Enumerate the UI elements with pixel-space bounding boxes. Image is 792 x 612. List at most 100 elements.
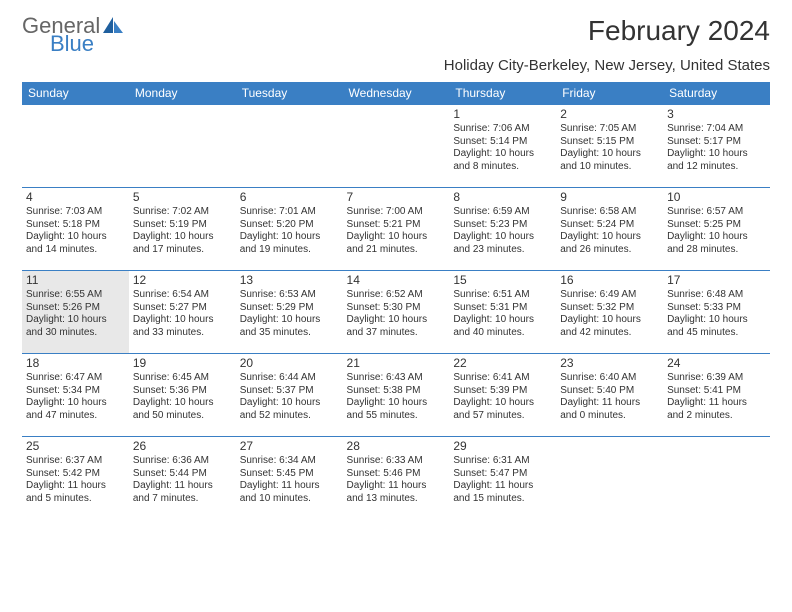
sunset-line: Sunset: 5:44 PM: [133, 468, 232, 481]
daylight-line: Daylight: 10 hours and 10 minutes.: [560, 148, 659, 173]
sunset-line: Sunset: 5:27 PM: [133, 302, 232, 315]
daylight-line: Daylight: 10 hours and 26 minutes.: [560, 231, 659, 256]
day-number: 29: [453, 439, 552, 454]
sunset-line: Sunset: 5:34 PM: [26, 385, 125, 398]
sunset-line: Sunset: 5:17 PM: [667, 136, 766, 149]
calendar-body: 1Sunrise: 7:06 AMSunset: 5:14 PMDaylight…: [22, 105, 770, 520]
sunrise-line: Sunrise: 6:49 AM: [560, 289, 659, 302]
calendar-day-cell: 1Sunrise: 7:06 AMSunset: 5:14 PMDaylight…: [449, 105, 556, 188]
day-header: Saturday: [663, 82, 770, 105]
daylight-line: Daylight: 10 hours and 42 minutes.: [560, 314, 659, 339]
calendar-week-row: 4Sunrise: 7:03 AMSunset: 5:18 PMDaylight…: [22, 188, 770, 271]
calendar-day-cell: 11Sunrise: 6:55 AMSunset: 5:26 PMDayligh…: [22, 271, 129, 354]
calendar-week-row: 25Sunrise: 6:37 AMSunset: 5:42 PMDayligh…: [22, 437, 770, 520]
sunset-line: Sunset: 5:42 PM: [26, 468, 125, 481]
calendar-day-cell: 9Sunrise: 6:58 AMSunset: 5:24 PMDaylight…: [556, 188, 663, 271]
sunrise-line: Sunrise: 7:02 AM: [133, 206, 232, 219]
sunrise-line: Sunrise: 6:44 AM: [240, 372, 339, 385]
calendar-day-cell: 4Sunrise: 7:03 AMSunset: 5:18 PMDaylight…: [22, 188, 129, 271]
sunrise-line: Sunrise: 6:54 AM: [133, 289, 232, 302]
daylight-line: Daylight: 11 hours and 10 minutes.: [240, 480, 339, 505]
sunrise-line: Sunrise: 6:43 AM: [347, 372, 446, 385]
calendar-day-cell: 6Sunrise: 7:01 AMSunset: 5:20 PMDaylight…: [236, 188, 343, 271]
calendar-day-cell: 20Sunrise: 6:44 AMSunset: 5:37 PMDayligh…: [236, 354, 343, 437]
day-number: 11: [26, 273, 125, 288]
day-header-row: SundayMondayTuesdayWednesdayThursdayFrid…: [22, 82, 770, 105]
calendar-day-cell: 8Sunrise: 6:59 AMSunset: 5:23 PMDaylight…: [449, 188, 556, 271]
calendar-day-cell: 29Sunrise: 6:31 AMSunset: 5:47 PMDayligh…: [449, 437, 556, 520]
sunset-line: Sunset: 5:18 PM: [26, 219, 125, 232]
sunrise-line: Sunrise: 6:33 AM: [347, 455, 446, 468]
day-number: 19: [133, 356, 232, 371]
calendar-day-cell: 7Sunrise: 7:00 AMSunset: 5:21 PMDaylight…: [343, 188, 450, 271]
sunrise-line: Sunrise: 7:04 AM: [667, 123, 766, 136]
day-number: 8: [453, 190, 552, 205]
day-number: 13: [240, 273, 339, 288]
sunrise-line: Sunrise: 6:37 AM: [26, 455, 125, 468]
day-number: 16: [560, 273, 659, 288]
calendar-day-cell: 2Sunrise: 7:05 AMSunset: 5:15 PMDaylight…: [556, 105, 663, 188]
sunset-line: Sunset: 5:40 PM: [560, 385, 659, 398]
sunset-line: Sunset: 5:45 PM: [240, 468, 339, 481]
daylight-line: Daylight: 11 hours and 2 minutes.: [667, 397, 766, 422]
calendar-day-cell: [22, 105, 129, 188]
sunset-line: Sunset: 5:47 PM: [453, 468, 552, 481]
day-number: 5: [133, 190, 232, 205]
calendar-day-cell: 5Sunrise: 7:02 AMSunset: 5:19 PMDaylight…: [129, 188, 236, 271]
sunrise-line: Sunrise: 6:53 AM: [240, 289, 339, 302]
daylight-line: Daylight: 10 hours and 12 minutes.: [667, 148, 766, 173]
day-number: 6: [240, 190, 339, 205]
sunrise-line: Sunrise: 6:41 AM: [453, 372, 552, 385]
day-number: 9: [560, 190, 659, 205]
calendar-day-cell: 13Sunrise: 6:53 AMSunset: 5:29 PMDayligh…: [236, 271, 343, 354]
daylight-line: Daylight: 10 hours and 40 minutes.: [453, 314, 552, 339]
calendar-day-cell: 14Sunrise: 6:52 AMSunset: 5:30 PMDayligh…: [343, 271, 450, 354]
sunrise-line: Sunrise: 6:48 AM: [667, 289, 766, 302]
calendar-day-cell: 23Sunrise: 6:40 AMSunset: 5:40 PMDayligh…: [556, 354, 663, 437]
calendar-table: SundayMondayTuesdayWednesdayThursdayFrid…: [22, 82, 770, 519]
sunset-line: Sunset: 5:38 PM: [347, 385, 446, 398]
daylight-line: Daylight: 10 hours and 30 minutes.: [26, 314, 125, 339]
sunrise-line: Sunrise: 6:40 AM: [560, 372, 659, 385]
sunrise-line: Sunrise: 6:52 AM: [347, 289, 446, 302]
sunset-line: Sunset: 5:39 PM: [453, 385, 552, 398]
sunrise-line: Sunrise: 6:36 AM: [133, 455, 232, 468]
calendar-day-cell: [343, 105, 450, 188]
daylight-line: Daylight: 11 hours and 5 minutes.: [26, 480, 125, 505]
daylight-line: Daylight: 10 hours and 17 minutes.: [133, 231, 232, 256]
sunrise-line: Sunrise: 6:31 AM: [453, 455, 552, 468]
sunset-line: Sunset: 5:37 PM: [240, 385, 339, 398]
sunset-line: Sunset: 5:30 PM: [347, 302, 446, 315]
calendar-day-cell: 21Sunrise: 6:43 AMSunset: 5:38 PMDayligh…: [343, 354, 450, 437]
day-number: 2: [560, 107, 659, 122]
location-subtitle: Holiday City-Berkeley, New Jersey, Unite…: [22, 57, 770, 74]
day-number: 25: [26, 439, 125, 454]
sunset-line: Sunset: 5:23 PM: [453, 219, 552, 232]
day-number: 12: [133, 273, 232, 288]
day-number: 24: [667, 356, 766, 371]
sunset-line: Sunset: 5:26 PM: [26, 302, 125, 315]
sunrise-line: Sunrise: 6:39 AM: [667, 372, 766, 385]
daylight-line: Daylight: 10 hours and 21 minutes.: [347, 231, 446, 256]
day-number: 26: [133, 439, 232, 454]
calendar-day-cell: 15Sunrise: 6:51 AMSunset: 5:31 PMDayligh…: [449, 271, 556, 354]
day-header: Tuesday: [236, 82, 343, 105]
calendar-day-cell: 19Sunrise: 6:45 AMSunset: 5:36 PMDayligh…: [129, 354, 236, 437]
day-header: Sunday: [22, 82, 129, 105]
sunset-line: Sunset: 5:24 PM: [560, 219, 659, 232]
day-number: 1: [453, 107, 552, 122]
calendar-day-cell: [556, 437, 663, 520]
day-number: 4: [26, 190, 125, 205]
calendar-week-row: 11Sunrise: 6:55 AMSunset: 5:26 PMDayligh…: [22, 271, 770, 354]
daylight-line: Daylight: 10 hours and 8 minutes.: [453, 148, 552, 173]
daylight-line: Daylight: 11 hours and 13 minutes.: [347, 480, 446, 505]
sunset-line: Sunset: 5:32 PM: [560, 302, 659, 315]
calendar-page: General Blue February 2024 Holiday City-…: [0, 0, 792, 534]
day-number: 27: [240, 439, 339, 454]
sunrise-line: Sunrise: 7:05 AM: [560, 123, 659, 136]
day-number: 17: [667, 273, 766, 288]
daylight-line: Daylight: 10 hours and 33 minutes.: [133, 314, 232, 339]
page-title: February 2024: [588, 15, 770, 47]
day-number: 22: [453, 356, 552, 371]
calendar-day-cell: 22Sunrise: 6:41 AMSunset: 5:39 PMDayligh…: [449, 354, 556, 437]
